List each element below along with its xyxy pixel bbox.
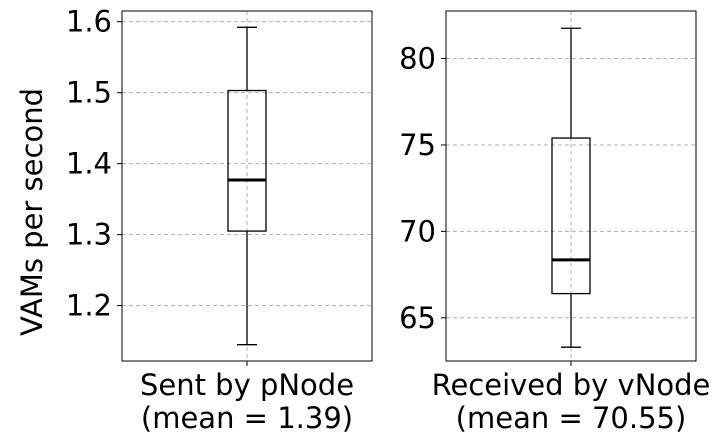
mean-label: (mean = 1.39): [141, 401, 353, 435]
panel-sent-by-pnode: 1.2 1.3 1.4 1.5 1.6 Sent by pNode (mean = 1.…: [66, 5, 372, 435]
y-tick-label: 75: [399, 128, 436, 162]
category-label: Received by vNode: [432, 368, 711, 402]
panel-received-by-vnode: 65 70 75 80 Received by vNode (mean = 70.55…: [399, 11, 710, 435]
y-tick-label: 80: [399, 42, 436, 76]
y-axis-label: VAMs per second: [15, 88, 49, 336]
y-tick-label: 1.5: [66, 76, 112, 110]
y-tick-label: 1.6: [66, 5, 112, 39]
y-tick-label: 70: [399, 214, 436, 248]
y-ticks: 1.2 1.3 1.4 1.5 1.6: [66, 5, 247, 366]
y-tick-label: 1.4: [66, 147, 112, 181]
mean-label: (mean = 70.55): [456, 401, 687, 435]
boxplot: [228, 27, 266, 344]
category-label: Sent by pNode: [140, 368, 354, 402]
y-tick-label: 1.3: [66, 218, 112, 252]
y-tick-label: 65: [399, 301, 436, 335]
y-tick-label: 1.2: [66, 289, 112, 323]
